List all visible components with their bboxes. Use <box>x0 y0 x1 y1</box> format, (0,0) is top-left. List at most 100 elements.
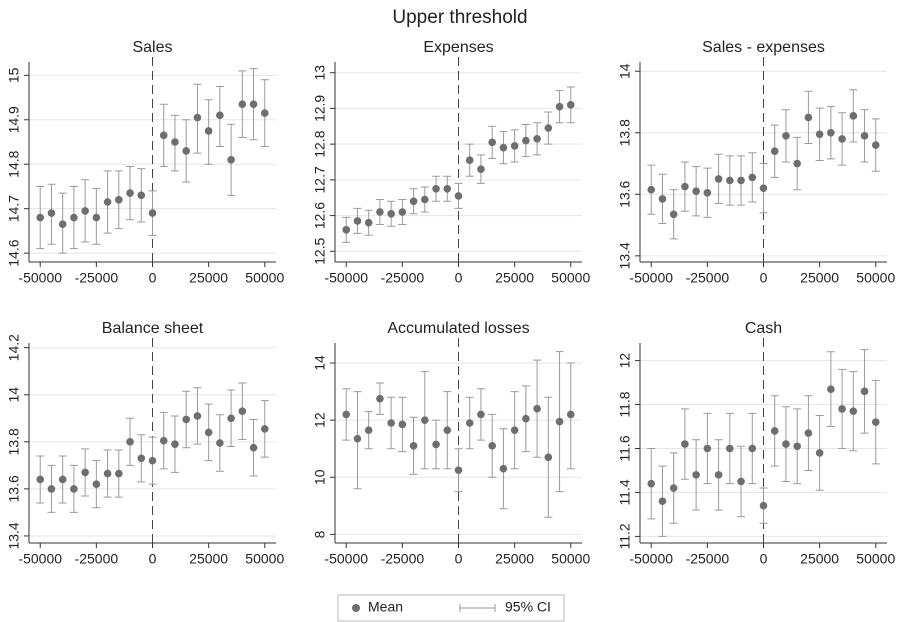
mean-marker <box>871 418 880 426</box>
mean-marker <box>860 387 869 396</box>
mean-marker <box>70 485 78 493</box>
y-tick-label: 13 <box>312 65 328 81</box>
mean-marker <box>692 471 700 479</box>
y-tick-label: 14 <box>617 63 633 79</box>
mean-marker <box>47 485 56 493</box>
mean-marker <box>714 471 723 479</box>
mean-marker <box>499 143 508 152</box>
mean-marker <box>148 456 157 465</box>
x-tick-label: 25000 <box>189 551 228 567</box>
x-tick-label: -25000 <box>686 270 730 286</box>
y-tick-label: 14 <box>312 355 328 371</box>
mean-marker <box>47 209 56 217</box>
x-tick-label: 0 <box>760 270 768 286</box>
x-tick-label: -50000 <box>18 551 62 567</box>
mean-marker <box>860 132 869 140</box>
mean-marker <box>827 128 835 137</box>
x-tick-label: -50000 <box>18 270 62 286</box>
mean-marker <box>193 412 202 420</box>
mean-marker <box>669 210 678 219</box>
mean-marker <box>58 220 67 229</box>
mean-marker <box>804 113 813 122</box>
mean-marker <box>92 213 101 222</box>
mean-marker <box>726 176 734 185</box>
x-tick-label: -50000 <box>324 551 368 567</box>
x-tick-label: 50000 <box>856 270 895 286</box>
x-tick-label: -25000 <box>75 551 119 567</box>
y-tick-label: 14.9 <box>6 106 22 133</box>
y-tick-label: 14.8 <box>6 150 22 177</box>
y-tick-label: 12.8 <box>312 130 328 157</box>
mean-marker <box>555 102 564 111</box>
mean-marker <box>204 127 213 135</box>
mean-marker <box>566 410 575 419</box>
mean-marker <box>182 415 190 424</box>
panel-title: Cash <box>745 320 782 337</box>
mean-marker <box>216 111 224 120</box>
x-tick-label: -25000 <box>381 551 425 567</box>
mean-marker <box>838 135 846 143</box>
mean-marker <box>36 213 45 222</box>
x-tick-label: 50000 <box>551 270 590 286</box>
legend-label: Mean <box>368 599 403 615</box>
mean-marker <box>260 109 269 117</box>
mean-marker <box>58 475 67 484</box>
mean-marker <box>477 410 485 419</box>
mean-marker <box>726 444 734 453</box>
legend-marker <box>352 604 360 612</box>
x-tick-label: -50000 <box>629 270 673 286</box>
mean-marker <box>793 442 801 451</box>
mean-marker <box>815 130 824 139</box>
mean-marker <box>533 134 541 143</box>
mean-marker <box>249 443 258 452</box>
mean-marker <box>555 417 564 426</box>
mean-marker <box>443 184 452 193</box>
x-tick-label: 0 <box>149 270 157 286</box>
mean-marker <box>748 444 757 453</box>
mean-marker <box>737 477 745 486</box>
mean-marker <box>103 198 112 206</box>
mean-marker <box>126 438 134 446</box>
mean-marker <box>70 213 78 222</box>
mean-marker <box>849 407 858 415</box>
mean-marker <box>398 208 407 216</box>
mean-marker <box>658 195 667 203</box>
x-tick-label: 25000 <box>800 270 839 286</box>
y-tick-label: 13.4 <box>617 242 633 269</box>
y-tick-label: 12.7 <box>312 166 328 193</box>
mean-marker <box>827 385 835 393</box>
mean-marker <box>782 132 790 140</box>
mean-marker <box>342 410 351 419</box>
mean-marker <box>92 480 101 488</box>
mean-marker <box>499 464 508 473</box>
y-tick-label: 13.8 <box>6 428 22 455</box>
mean-marker <box>703 188 712 197</box>
mean-marker <box>81 468 89 477</box>
mean-marker <box>364 218 373 227</box>
y-tick-label: 14.7 <box>6 195 22 222</box>
mean-marker <box>81 207 89 215</box>
y-tick-label: 13.8 <box>617 119 633 146</box>
legend-ci <box>459 604 496 612</box>
mean-marker <box>238 407 247 416</box>
mean-marker <box>238 100 247 109</box>
x-tick-label: 25000 <box>189 270 228 286</box>
y-tick-label: 11.2 <box>617 523 633 549</box>
mean-marker <box>227 155 235 164</box>
y-tick-label: 15 <box>6 67 22 83</box>
mean-marker <box>647 185 656 194</box>
mean-marker <box>522 414 530 423</box>
mean-marker <box>510 142 519 150</box>
mean-marker <box>227 414 235 423</box>
mean-marker <box>748 173 757 182</box>
x-tick-label: 0 <box>760 551 768 567</box>
mean-marker <box>182 147 190 155</box>
mean-marker <box>465 419 474 427</box>
mean-marker <box>770 147 779 156</box>
mean-marker <box>376 394 384 403</box>
mean-marker <box>703 444 712 453</box>
mean-marker <box>759 501 768 510</box>
mean-marker <box>544 453 553 462</box>
x-tick-label: 25000 <box>800 551 839 567</box>
